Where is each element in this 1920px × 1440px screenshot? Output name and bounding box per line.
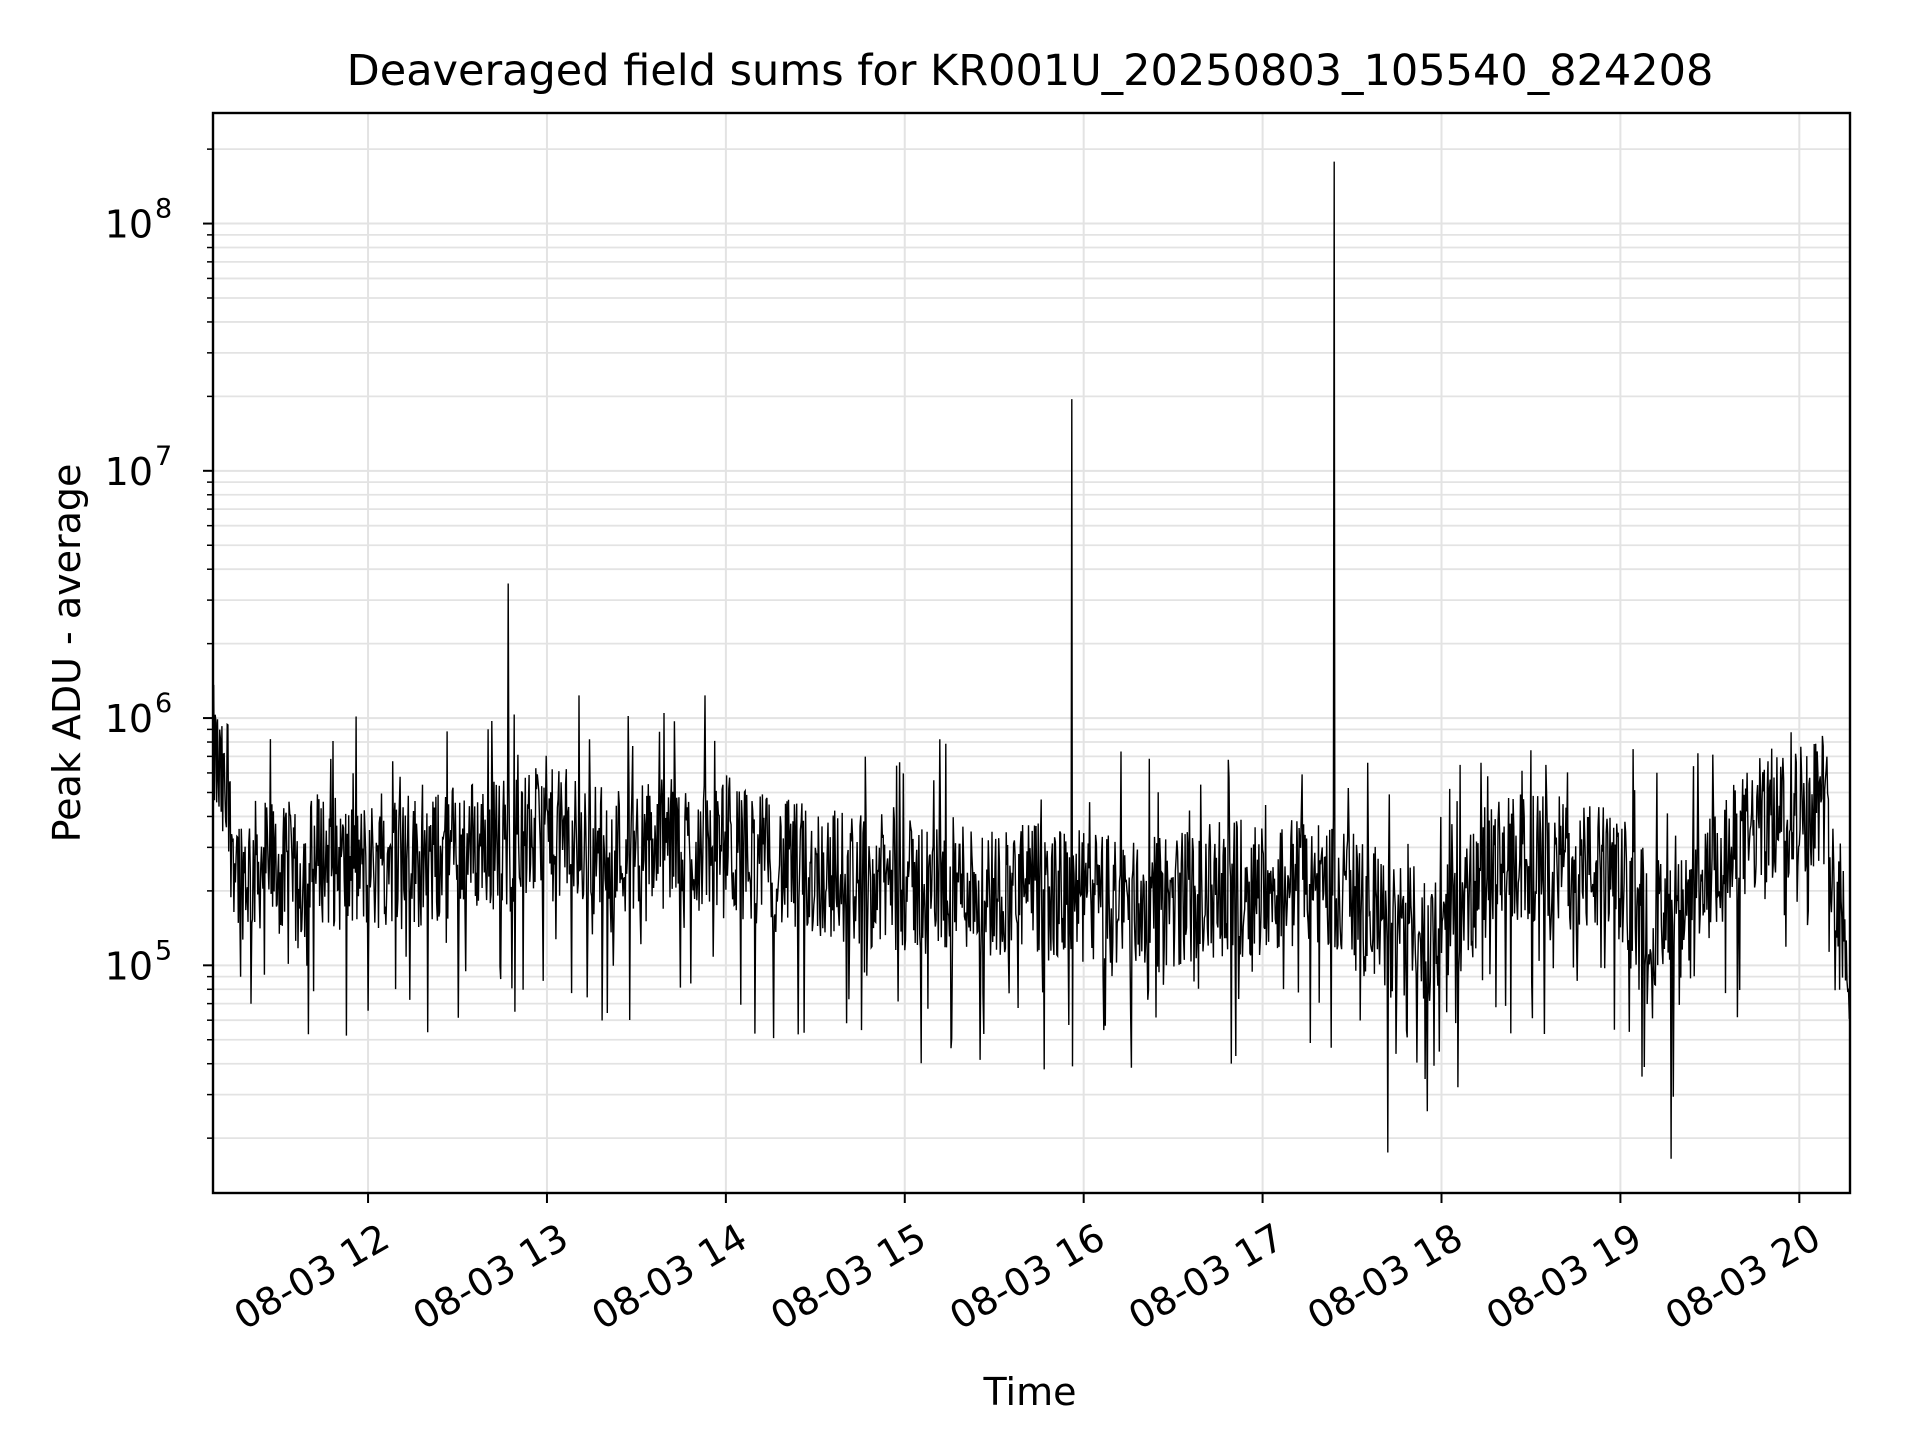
y-tick-label-exponent: 5 bbox=[155, 935, 172, 966]
y-tick-label: 10 bbox=[105, 203, 153, 247]
y-tick-label-exponent: 8 bbox=[155, 194, 172, 225]
y-tick-label-exponent: 6 bbox=[155, 688, 172, 719]
y-tick-label-base: 10 bbox=[105, 203, 153, 247]
data-series bbox=[212, 161, 1851, 1159]
y-tick-label-base: 10 bbox=[105, 450, 153, 494]
y-tick-label-base: 10 bbox=[105, 944, 153, 988]
y-tick-label: 10 bbox=[105, 944, 153, 988]
y-tick-label: 10 bbox=[105, 697, 153, 741]
y-tick-label-exponent: 7 bbox=[155, 441, 172, 472]
series-line bbox=[212, 161, 1851, 1159]
plot-frame bbox=[211, 111, 1852, 1195]
y-tick-label: 10 bbox=[105, 450, 153, 494]
y-tick-label-base: 10 bbox=[105, 697, 153, 741]
chart-title: Deaveraged field sums for KR001U_2025080… bbox=[347, 46, 1714, 96]
x-axis-label: Time bbox=[983, 1370, 1077, 1414]
y-axis-label: Peak ADU - average bbox=[45, 464, 89, 843]
